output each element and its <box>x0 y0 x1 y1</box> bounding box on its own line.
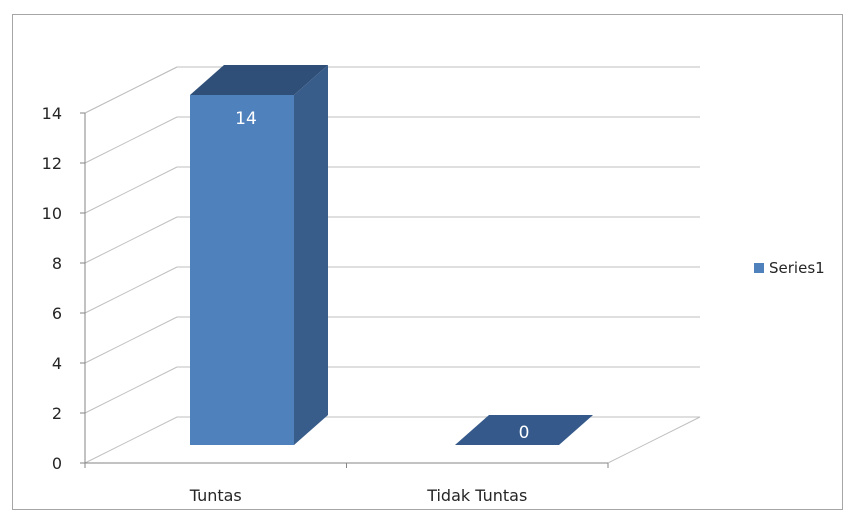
y-tick-label-8: 8 <box>52 254 62 273</box>
chart-walls <box>84 66 701 464</box>
chart-frame <box>12 14 843 510</box>
y-axis-tick-labels: 0 2 4 6 8 10 12 14 <box>42 104 62 473</box>
legend-swatch-series1 <box>754 263 764 273</box>
gridline-side-6 <box>84 266 178 314</box>
y-tick-label-12: 12 <box>42 154 62 173</box>
gridline-side-4 <box>84 316 178 364</box>
legend-label-series1: Series1 <box>769 259 825 277</box>
x-tick-label-tuntas: Tuntas <box>189 486 242 505</box>
x-tick-label-tidak-tuntas: Tidak Tuntas <box>426 486 527 505</box>
gridlines <box>84 66 700 414</box>
bar-tidak-tuntas: 0 <box>455 415 593 445</box>
gridline-side-12 <box>84 116 178 164</box>
data-label-tuntas: 14 <box>235 109 257 129</box>
y-tick-label-0: 0 <box>52 454 62 473</box>
bar-front-face <box>190 95 294 445</box>
gridline-side-2 <box>84 366 178 414</box>
axes <box>80 112 609 468</box>
legend: Series1 <box>754 259 825 277</box>
gridline-side-10 <box>84 166 178 214</box>
bar-top-face <box>455 415 593 445</box>
x-axis-tick-labels: Tuntas Tidak Tuntas <box>189 486 528 505</box>
side-wall-edge <box>84 66 178 463</box>
floor <box>84 416 701 464</box>
y-tick-label-10: 10 <box>42 204 62 223</box>
y-tick-label-2: 2 <box>52 404 62 423</box>
bar-tuntas: 14 <box>190 65 328 445</box>
bar-side-face <box>294 65 328 445</box>
gridline-side-8 <box>84 216 178 264</box>
y-tick-label-14: 14 <box>42 104 62 123</box>
data-label-tidak-tuntas: 0 <box>519 423 530 443</box>
bar-top-face <box>190 65 328 95</box>
bars: 14 0 <box>190 65 593 445</box>
y-tick-label-6: 6 <box>52 304 62 323</box>
y-tick-label-4: 4 <box>52 354 62 373</box>
gridline-side-14 <box>84 66 178 114</box>
